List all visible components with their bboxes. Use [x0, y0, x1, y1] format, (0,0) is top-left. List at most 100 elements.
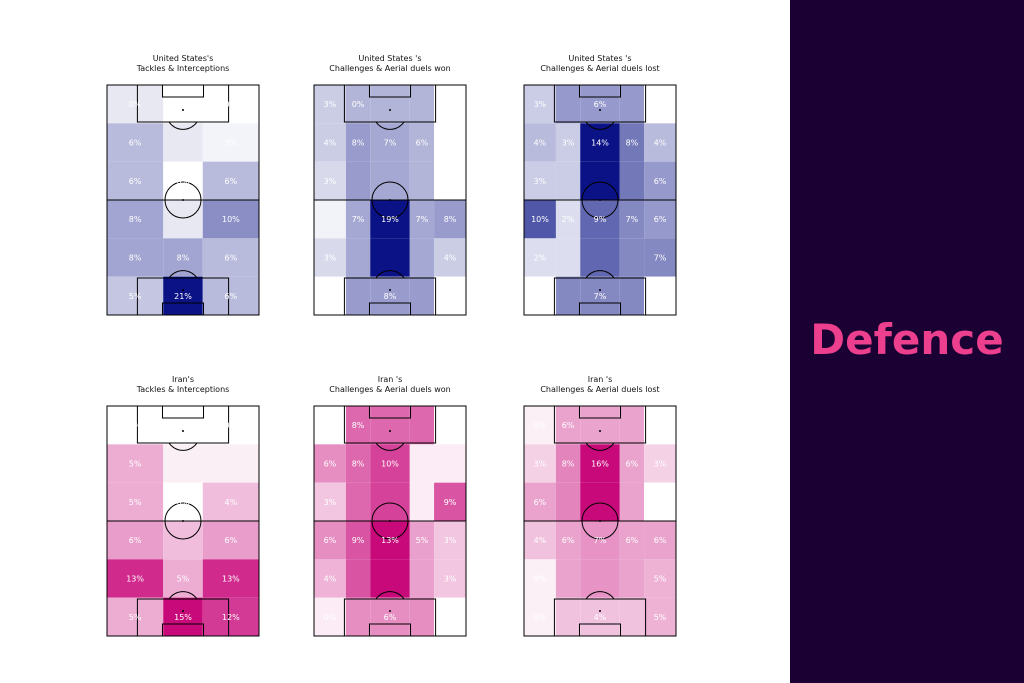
centre-spot: [389, 520, 391, 522]
heatmap-cell: [202, 276, 259, 315]
heatmap-cell: [644, 482, 676, 521]
cell-label: 6%: [129, 536, 142, 545]
heatmap-cell: [163, 406, 203, 445]
heatmap-cell: [107, 276, 164, 315]
cell-label: 6%: [225, 254, 238, 263]
heatmap-cell: [524, 406, 556, 445]
heatmap-cell: [107, 559, 164, 598]
pitch-spots: [389, 430, 391, 612]
top-penalty-spot: [182, 430, 184, 432]
heatmap-cell: [434, 276, 466, 315]
heatmap-cell: [555, 597, 581, 636]
cell-label: 9%: [444, 498, 457, 507]
cell-label: 6%: [594, 100, 607, 109]
centre-spot: [599, 520, 601, 522]
cell-label: 0%: [654, 421, 667, 430]
cell-label: 4%: [534, 139, 547, 148]
cell-label: 8%: [352, 460, 365, 469]
heatmap-cell: [345, 482, 371, 521]
cell-label: 3%: [324, 254, 337, 263]
chart-title-metric: Tackles & Interceptions: [136, 64, 230, 73]
top-six-yard-box: [578, 84, 622, 98]
heatmap-cell: [644, 123, 676, 162]
heatmap-cell: [619, 597, 645, 636]
cell-label: 3%: [534, 177, 547, 186]
heatmap-cells: [524, 406, 676, 636]
heatmap-cell: [644, 200, 676, 239]
heatmap-cell: [555, 276, 581, 315]
heatmap-cell: [580, 597, 620, 636]
cell-label: 4%: [324, 575, 337, 584]
chart-title: United States's Tackles & Interceptions: [83, 54, 283, 74]
heatmap-cell: [644, 238, 676, 277]
heatmap-labels: 0% 0% 0% 5% 5% 0% 4% 6% 6% 13% 5% 13% 5% 15% 12%: [126, 421, 240, 622]
heatmap-cell: [409, 597, 435, 636]
heatmap-cell: [345, 123, 371, 162]
cell-label: 6%: [626, 460, 639, 469]
cell-label: 7%: [384, 139, 397, 148]
cell-label: 3%: [324, 498, 337, 507]
cell-label: 2%: [534, 254, 547, 263]
heatmap-cell: [107, 597, 164, 636]
cell-label: 2%: [562, 215, 575, 224]
pitch-spots: [389, 109, 391, 291]
bottom-six-yard-box: [368, 302, 412, 316]
heatmap-cell: [619, 521, 645, 560]
heatmap-cell: [202, 406, 259, 445]
heatmap-cell: [163, 597, 203, 636]
heatmap-cell: [163, 200, 203, 239]
chart-title-metric: Challenges & Aerial duels won: [329, 385, 451, 394]
pitch-heatmap: 0% 6% 0% 3% 8% 16% 6% 3% 6% 0% 4% 6% 7% 6% 6% 0% 5% 0% 4% 5…: [523, 405, 677, 637]
heatmap-cell: [370, 200, 410, 239]
heatmap-cell: [345, 597, 371, 636]
centre-circle: [581, 181, 619, 219]
top-penalty-spot: [599, 430, 601, 432]
cell-label: 6%: [654, 215, 667, 224]
pitch-heatmap: 0% 0% 0% 5% 5% 0% 4% 6% 6% 13% 5% 13% 5% 15% 12%: [106, 405, 260, 637]
cell-label: 5%: [129, 460, 142, 469]
chart-title: United States 's Challenges & Aerial due…: [500, 54, 700, 74]
centre-circle: [581, 502, 619, 540]
heatmap-cell: [163, 482, 203, 521]
cell-label: 5%: [654, 613, 667, 622]
cell-label: 3%: [534, 100, 547, 109]
top-six-yard-box: [368, 84, 412, 98]
heatmap-cell: [619, 406, 645, 445]
heatmap-cell: [619, 482, 645, 521]
heatmap-cell: [580, 161, 620, 200]
heatmap-cell: [644, 521, 676, 560]
chart-title-team: Iran 's: [377, 375, 403, 384]
cell-label: 8%: [352, 421, 365, 430]
cell-label: 5%: [129, 498, 142, 507]
centre-circle: [371, 502, 409, 540]
centre-spot: [389, 199, 391, 201]
heatmap-cell: [524, 85, 556, 124]
bottom-six-yard-box: [161, 623, 205, 637]
pitch-spots: [182, 109, 184, 291]
heatmap-cell: [644, 161, 676, 200]
heatmap-cell: [409, 85, 435, 124]
heatmap-cell: [345, 238, 371, 277]
heatmap-cell: [202, 482, 259, 521]
chart-title-metric: Challenges & Aerial duels lost: [540, 385, 660, 394]
heatmap-cell: [107, 161, 164, 200]
cell-label: 0%: [177, 177, 190, 186]
cell-label: 13%: [126, 575, 144, 584]
cell-label: 0%: [324, 292, 337, 301]
cell-label: 6%: [225, 292, 238, 301]
heatmap-cell: [644, 444, 676, 483]
heatmap-cell: [314, 161, 346, 200]
cell-label: 6%: [626, 536, 639, 545]
heatmap-labels: 0% 0% 0% 6% 3% 6% 0% 6% 8% 10% 8% 8% 6% 5% 21% 6%: [129, 100, 240, 301]
cell-label: 9%: [594, 215, 607, 224]
heatmap-cell: [202, 85, 259, 124]
cell-label: 4%: [444, 254, 457, 263]
cell-label: 8%: [177, 254, 190, 263]
centre-spot: [599, 199, 601, 201]
bottom-penalty-arc: [585, 591, 615, 600]
heatmap-cell: [555, 161, 581, 200]
cell-label: 5%: [129, 292, 142, 301]
bottom-penalty-spot: [599, 610, 601, 612]
heatmap-cell: [345, 444, 371, 483]
heatmap-cell: [555, 238, 581, 277]
